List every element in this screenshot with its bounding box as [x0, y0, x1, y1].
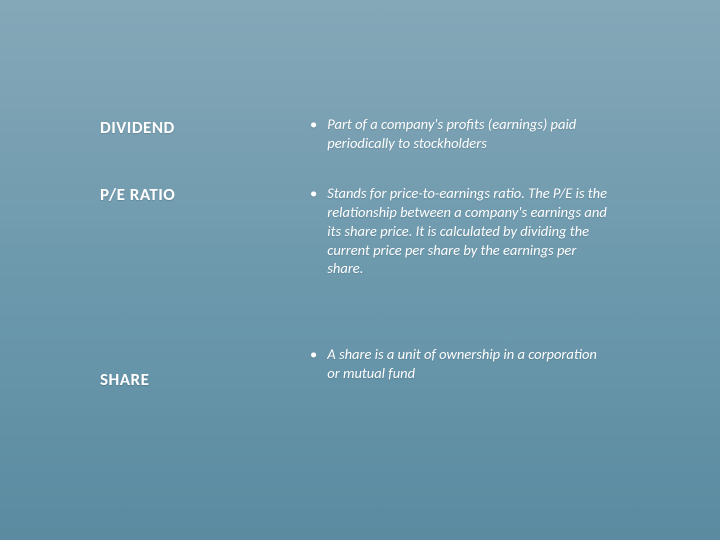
definition-dividend: • Part of a company's profits (earnings)… [310, 115, 610, 153]
definition-dividend-text: Part of a company's profits (earnings) p… [327, 115, 609, 153]
term-pe-ratio: P/E RATIO [100, 184, 175, 205]
bullet-icon: • [310, 115, 324, 134]
bullet-icon: • [310, 184, 324, 203]
definition-pe-ratio-text: Stands for price-to-earnings ratio. The … [327, 184, 609, 278]
bullet-icon: • [310, 345, 324, 364]
definition-share-text: A share is a unit of ownership in a corp… [327, 345, 609, 383]
term-dividend: DIVIDEND [100, 117, 175, 138]
definition-pe-ratio: • Stands for price-to-earnings ratio. Th… [310, 184, 610, 278]
definition-share: • A share is a unit of ownership in a co… [310, 345, 610, 383]
slide: DIVIDEND P/E RATIO SHARE • Part of a com… [0, 0, 720, 540]
term-share: SHARE [100, 369, 149, 390]
